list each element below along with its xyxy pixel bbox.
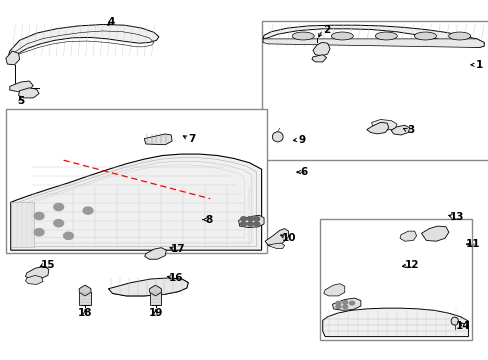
Polygon shape [6, 51, 20, 65]
Ellipse shape [447, 32, 469, 40]
Circle shape [54, 203, 63, 211]
Polygon shape [11, 202, 34, 247]
Polygon shape [9, 24, 159, 56]
Text: 4: 4 [107, 17, 115, 27]
Text: 19: 19 [148, 308, 163, 318]
Text: 11: 11 [465, 239, 480, 249]
Text: 10: 10 [282, 233, 296, 243]
Bar [79, 292, 91, 305]
Circle shape [335, 301, 340, 305]
Text: 18: 18 [78, 308, 92, 318]
Polygon shape [366, 122, 388, 134]
Polygon shape [263, 39, 483, 48]
Polygon shape [144, 248, 166, 259]
Text: 14: 14 [455, 321, 470, 331]
Bar [149, 292, 161, 305]
Circle shape [34, 229, 44, 236]
Polygon shape [108, 278, 188, 296]
Text: 15: 15 [41, 260, 55, 270]
Circle shape [247, 222, 253, 226]
Ellipse shape [330, 32, 352, 40]
Polygon shape [79, 285, 91, 296]
Text: 2: 2 [323, 24, 329, 35]
Text: 17: 17 [171, 244, 185, 254]
Ellipse shape [374, 32, 396, 40]
Circle shape [240, 217, 246, 221]
Polygon shape [323, 284, 344, 296]
Polygon shape [25, 266, 49, 279]
Text: 7: 7 [187, 134, 195, 144]
Polygon shape [25, 275, 43, 284]
Ellipse shape [291, 32, 313, 40]
Ellipse shape [450, 317, 458, 325]
Ellipse shape [414, 32, 435, 40]
Text: 12: 12 [404, 260, 419, 270]
Bar [320, 219, 471, 340]
Polygon shape [399, 231, 416, 241]
Text: 3: 3 [407, 125, 413, 135]
Circle shape [247, 217, 253, 221]
Circle shape [342, 301, 347, 304]
Polygon shape [312, 42, 329, 56]
Circle shape [253, 222, 259, 226]
Circle shape [240, 222, 246, 226]
Polygon shape [390, 125, 409, 135]
Polygon shape [108, 279, 188, 296]
Text: 6: 6 [300, 167, 307, 177]
Text: 5: 5 [17, 96, 24, 106]
Polygon shape [149, 285, 161, 296]
Polygon shape [144, 134, 172, 145]
Polygon shape [264, 229, 288, 246]
Circle shape [83, 207, 93, 214]
Text: 8: 8 [205, 215, 212, 225]
Circle shape [253, 217, 259, 221]
Polygon shape [311, 55, 326, 62]
Text: 16: 16 [168, 273, 183, 283]
Polygon shape [263, 25, 483, 48]
Polygon shape [238, 215, 264, 228]
Circle shape [349, 301, 354, 305]
Circle shape [342, 305, 347, 309]
Polygon shape [11, 154, 261, 250]
Polygon shape [371, 120, 396, 130]
Polygon shape [322, 308, 468, 337]
Circle shape [34, 212, 44, 220]
Polygon shape [10, 81, 33, 92]
Circle shape [335, 305, 340, 309]
Bar [261, 21, 488, 160]
Text: 13: 13 [449, 212, 464, 222]
Polygon shape [332, 298, 360, 310]
Text: 9: 9 [298, 135, 305, 145]
Polygon shape [267, 243, 284, 248]
Bar [6, 109, 267, 253]
Polygon shape [421, 226, 448, 241]
Text: 1: 1 [475, 60, 482, 70]
Circle shape [54, 220, 63, 227]
Circle shape [63, 232, 73, 239]
Polygon shape [19, 88, 39, 98]
Ellipse shape [272, 132, 283, 142]
